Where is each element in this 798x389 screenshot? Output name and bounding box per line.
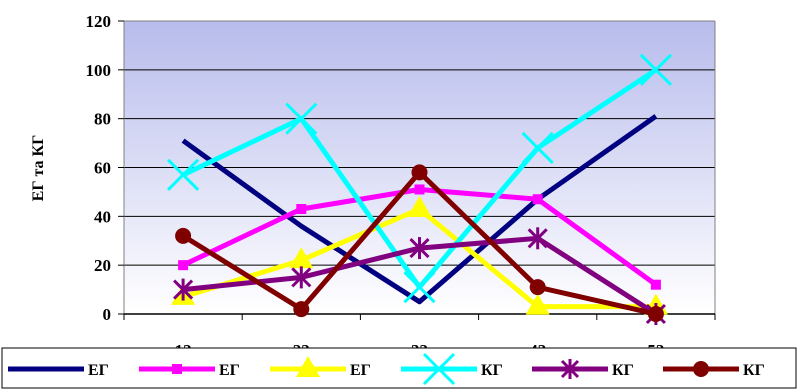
series-6	[175, 164, 664, 322]
y-tick-label: 120	[86, 12, 112, 31]
series-1	[181, 114, 658, 305]
y-tick-label: 0	[103, 305, 112, 324]
data-point	[293, 301, 310, 318]
series-2	[178, 184, 661, 290]
y-axis-title: ЕГ та КГ	[30, 135, 47, 202]
data-point	[407, 196, 432, 218]
data-point	[175, 227, 192, 244]
data-point	[291, 266, 312, 289]
data-point	[532, 194, 543, 205]
data-point	[647, 306, 664, 322]
y-tick-label: 100	[86, 61, 112, 80]
legend-label: ЕГ	[88, 362, 109, 379]
y-tick-label: 80	[94, 110, 111, 129]
legend-label: КГ	[743, 362, 765, 379]
data-point	[521, 131, 554, 165]
legend: ЕГ ЕГ ЕГ КГ КГ КГ	[1, 347, 797, 389]
data-point	[173, 278, 194, 301]
y-tick-labels: 0 20 40 60 80 100 120	[86, 12, 124, 324]
legend-entry: ЕГ	[270, 356, 371, 379]
data-point	[409, 237, 430, 260]
data-point	[693, 361, 709, 377]
data-point	[527, 227, 548, 250]
data-point	[172, 364, 182, 374]
data-point	[289, 247, 314, 269]
series-4	[167, 53, 672, 304]
legend-label: КГ	[481, 362, 503, 379]
series-lines	[167, 53, 672, 325]
legend-entry: КГ	[532, 359, 634, 379]
y-tick-label: 60	[94, 159, 111, 178]
data-point	[422, 352, 456, 386]
data-point	[560, 359, 580, 379]
data-point	[525, 293, 550, 315]
data-point	[639, 53, 672, 86]
series-line	[181, 114, 658, 305]
data-point	[296, 204, 307, 215]
legend-entry: ЕГ	[8, 362, 109, 379]
y-tick-label: 20	[94, 256, 111, 275]
data-point	[650, 279, 661, 290]
legend-label: КГ	[612, 362, 634, 379]
data-point	[403, 271, 436, 304]
data-point	[414, 184, 425, 195]
data-point	[296, 356, 320, 377]
legend-entry: КГ	[401, 352, 503, 386]
y-tick-label: 40	[94, 207, 111, 226]
data-point	[285, 102, 318, 135]
legend-label: ЕГ	[350, 362, 371, 379]
data-point	[411, 164, 428, 181]
data-point	[178, 260, 189, 271]
data-point	[167, 158, 200, 191]
legend-entry: КГ	[663, 361, 765, 379]
legend-label: ЕГ	[219, 362, 240, 379]
data-point	[529, 279, 546, 296]
legend-entry: ЕГ	[139, 362, 240, 379]
